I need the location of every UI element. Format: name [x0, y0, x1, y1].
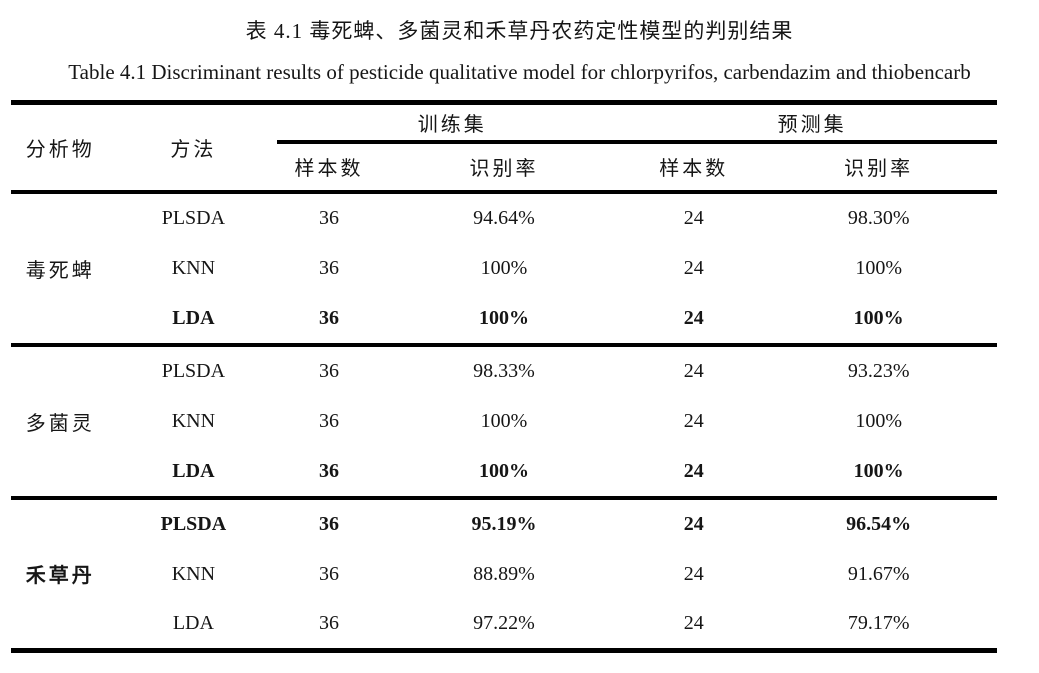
table-header: 分析物 方法 训练集 预测集 样本数 识别率 样本数 识别率	[11, 102, 997, 194]
cell-train-rate: 94.64%	[473, 206, 535, 229]
cell-pred-rate: 100%	[855, 409, 902, 432]
table-row: KNN 36 100% 24 100%	[11, 396, 997, 447]
table-row: KNN 36 88.89% 24 91.67%	[11, 549, 997, 600]
cell-train-samples: 36	[318, 409, 339, 432]
cell-train-samples: 36	[318, 612, 339, 635]
cell-train-samples: 36	[318, 206, 339, 229]
analyte-group: 多菌灵 PLSDA 36 98.33% 24 93.23% KNN 36 100%…	[11, 345, 997, 498]
table-row: LDA 36 100% 24 100%	[11, 447, 997, 498]
table-row: LDA 36 97.22% 24 79.17%	[11, 600, 997, 651]
cell-pred-rate: 93.23%	[847, 359, 910, 382]
cell-method: LDA	[172, 612, 214, 635]
cell-pred-rate: 100%	[855, 256, 902, 279]
cell-pred-samples: 24	[683, 612, 704, 635]
table-row: LDA 36 100% 24 100%	[11, 294, 997, 345]
cell-train-rate: 97.22%	[473, 612, 535, 635]
header-training-set: 训练集	[277, 102, 628, 144]
header-train-samples: 样本数	[277, 141, 381, 194]
cell-pred-samples: 24	[683, 562, 704, 585]
cell-analyte: 多菌灵	[25, 412, 95, 435]
cell-method: PLSDA	[161, 206, 226, 229]
header-analyte: 分析物	[11, 102, 110, 194]
cell-pred-rate: 100%	[853, 306, 904, 329]
cell-method: LDA	[172, 459, 215, 482]
cell-train-samples: 36	[318, 512, 339, 535]
cell-pred-rate: 91.67%	[847, 562, 910, 585]
cell-method: KNN	[171, 409, 216, 432]
cell-train-samples: 36	[318, 256, 339, 279]
table-row: 禾草丹 PLSDA 36 95.19% 24 96.54%	[11, 498, 997, 588]
cell-pred-samples: 24	[683, 459, 704, 482]
cell-train-samples: 36	[318, 562, 339, 585]
cell-analyte: 禾草丹	[25, 565, 95, 588]
cell-pred-rate: 100%	[853, 459, 904, 482]
header-train-rate: 识别率	[380, 141, 628, 194]
cell-method: KNN	[171, 562, 216, 585]
cell-train-rate: 100%	[478, 459, 529, 482]
header-method: 方法	[109, 102, 278, 194]
cell-train-samples: 36	[318, 459, 339, 482]
table-caption-en: Table 4.1 Discriminant results of pestic…	[68, 60, 971, 84]
table-row: 毒死蜱 PLSDA 36 94.64% 24 98.30%	[11, 192, 997, 282]
cell-method: KNN	[171, 256, 216, 279]
cell-pred-rate: 96.54%	[846, 512, 912, 535]
cell-pred-samples: 24	[683, 512, 704, 535]
header-prediction-set: 预测集	[627, 102, 997, 144]
cell-method: PLSDA	[161, 359, 226, 382]
table-row: KNN 36 100% 24 100%	[11, 243, 997, 294]
cell-pred-rate: 98.30%	[847, 206, 910, 229]
cell-train-rate: 88.89%	[473, 562, 535, 585]
cell-train-rate: 100%	[480, 409, 528, 432]
cell-train-rate: 95.19%	[471, 512, 537, 535]
cell-pred-samples: 24	[683, 359, 704, 382]
cell-method: PLSDA	[160, 512, 227, 535]
table-row: 多菌灵 PLSDA 36 98.33% 24 93.23%	[11, 345, 997, 435]
cell-train-samples: 36	[318, 359, 339, 382]
analyte-group: 毒死蜱 PLSDA 36 94.64% 24 98.30% KNN 36 100%…	[11, 192, 997, 345]
cell-pred-samples: 24	[683, 409, 704, 432]
cell-train-rate: 100%	[478, 306, 529, 329]
cell-train-samples: 36	[318, 306, 339, 329]
header-row-sets: 分析物 方法 训练集 预测集	[11, 102, 997, 194]
cell-pred-rate: 79.17%	[847, 612, 910, 635]
header-row-measures: 样本数 识别率 样本数 识别率	[11, 141, 997, 194]
cell-train-rate: 98.33%	[473, 359, 535, 382]
cell-train-rate: 100%	[480, 256, 528, 279]
cell-method: LDA	[172, 306, 215, 329]
cell-analyte: 毒死蜱	[25, 259, 95, 282]
cell-pred-samples: 24	[683, 306, 704, 329]
results-table: 分析物 方法 训练集 预测集 样本数 识别率 样本数 识别率 毒死蜱 PLSDA …	[11, 100, 997, 653]
analyte-group: 禾草丹 PLSDA 36 95.19% 24 96.54% KNN 36 88.8…	[11, 498, 997, 651]
header-pred-rate: 识别率	[760, 141, 997, 194]
cell-pred-samples: 24	[683, 256, 704, 279]
header-pred-samples: 样本数	[627, 141, 761, 194]
cell-pred-samples: 24	[683, 206, 704, 229]
table-caption-zh: 表 4.1 毒死蜱、多菌灵和禾草丹农药定性模型的判别结果	[245, 19, 794, 43]
